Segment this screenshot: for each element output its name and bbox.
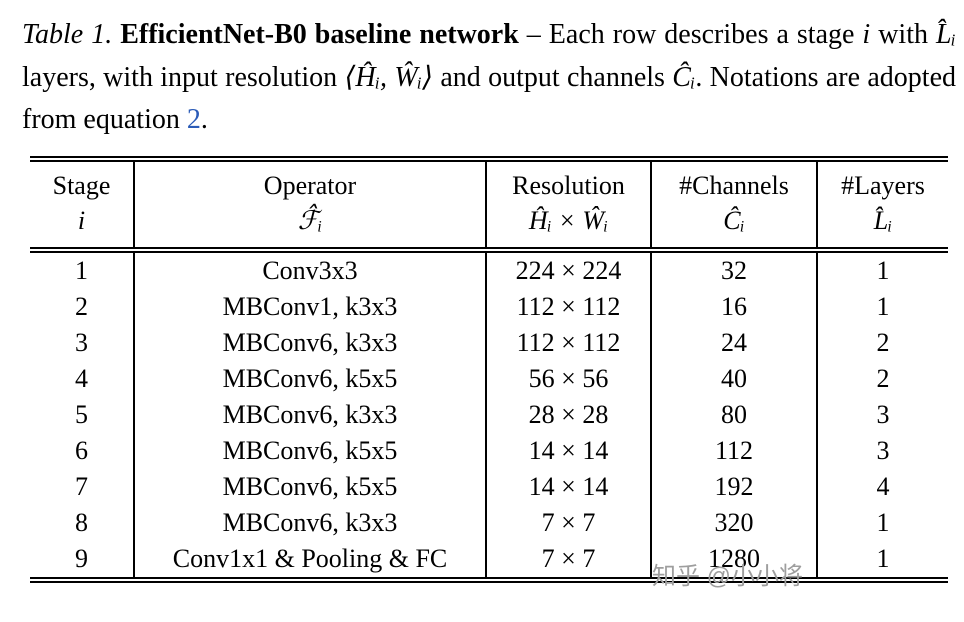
cell-resolution: 224 × 224	[485, 250, 651, 290]
cell-channels: 40	[650, 361, 817, 398]
header-symbol-stage: i	[77, 206, 86, 236]
col-header-resolution: Resolution Ĥᵢ × Ŵᵢ	[485, 158, 651, 254]
cell-stage: 8	[75, 508, 88, 538]
cell-operator: MBConv6, k3x3	[133, 397, 486, 434]
col-header-channels: #Channels Ĉᵢ	[650, 158, 817, 254]
cell-resolution: 14 × 14	[485, 469, 651, 506]
table-body: 1 Conv3x3 224 × 224 32 1 2 MBConv1, k3x3…	[30, 250, 948, 581]
table-caption: Table 1. EfficientNet-B0 baseline networ…	[0, 0, 964, 154]
cell-layers: 3	[816, 397, 948, 434]
header-label-resolution: Resolution	[512, 170, 625, 200]
table-row: 6 MBConv6, k5x5 14 × 14 112 3	[30, 433, 948, 470]
cell-operator: Conv3x3	[133, 250, 486, 290]
col-header-stage: Stage i	[30, 158, 134, 254]
caption-text: with	[870, 19, 936, 50]
table-row: 8 MBConv6, k3x3 7 × 7 320 1	[30, 505, 948, 542]
header-symbol-operator: ℱ̂ᵢ	[297, 206, 323, 236]
header-label-channels: #Channels	[679, 170, 789, 200]
caption-var-resolution: ⟨Ĥᵢ, Ŵᵢ⟩	[344, 61, 434, 93]
caption-table-number: Table 1.	[22, 19, 121, 50]
cell-stage: 9	[75, 544, 88, 574]
caption-text: and output channels	[433, 61, 673, 93]
table-row: 2 MBConv1, k3x3 112 × 112 16 1	[30, 289, 948, 326]
col-header-layers: #Layers L̂ᵢ	[816, 158, 948, 254]
header-label-operator: Operator	[263, 170, 357, 200]
cell-layers: 1	[816, 541, 948, 581]
cell-channels: 16	[650, 289, 817, 326]
caption-text: – Each row describes a stage	[518, 19, 863, 50]
caption-var-channels: Ĉᵢ	[672, 61, 696, 93]
cell-resolution: 7 × 7	[485, 541, 651, 581]
cell-operator: MBConv6, k3x3	[133, 505, 486, 542]
cell-operator: Conv1x1 & Pooling & FC	[133, 541, 486, 581]
cell-channels: 320	[650, 505, 817, 542]
cell-operator: MBConv1, k3x3	[133, 289, 486, 326]
cell-layers: 2	[816, 325, 948, 362]
cell-resolution: 112 × 112	[485, 325, 651, 362]
cell-layers: 4	[816, 469, 948, 506]
cell-channels: 24	[650, 325, 817, 362]
cell-layers: 1	[816, 289, 948, 326]
cell-stage: 7	[75, 472, 88, 502]
caption-text: .	[200, 104, 208, 136]
cell-channels: 1280	[650, 541, 817, 581]
cell-layers: 3	[816, 433, 948, 470]
col-header-operator: Operator ℱ̂ᵢ	[133, 158, 486, 254]
header-row: Stage i Operator ℱ̂ᵢ Resolution Ĥᵢ × Ŵᵢ …	[30, 158, 948, 254]
cell-resolution: 14 × 14	[485, 433, 651, 470]
table-row: 3 MBConv6, k3x3 112 × 112 24 2	[30, 325, 948, 362]
cell-stage: 5	[75, 400, 88, 430]
cell-stage: 1	[75, 256, 88, 286]
table-header: Stage i Operator ℱ̂ᵢ Resolution Ĥᵢ × Ŵᵢ …	[30, 158, 948, 254]
cell-layers: 2	[816, 361, 948, 398]
cell-layers: 1	[816, 250, 948, 290]
caption-text: . Notations are adopted from equation	[22, 61, 957, 136]
cell-resolution: 28 × 28	[485, 397, 651, 434]
cell-channels: 192	[650, 469, 817, 506]
table-row: 5 MBConv6, k3x3 28 × 28 80 3	[30, 397, 948, 434]
caption-var-layers: L̂ᵢ	[935, 19, 956, 50]
header-symbol-layers: L̂ᵢ	[873, 206, 893, 236]
efficientnet-architecture-table: Stage i Operator ℱ̂ᵢ Resolution Ĥᵢ × Ŵᵢ …	[30, 155, 948, 584]
table-row: 7 MBConv6, k5x5 14 × 14 192 4	[30, 469, 948, 506]
cell-operator: MBConv6, k5x5	[133, 361, 486, 398]
header-label-layers: #Layers	[841, 170, 925, 200]
table-container: Stage i Operator ℱ̂ᵢ Resolution Ĥᵢ × Ŵᵢ …	[30, 155, 948, 584]
header-symbol-channels: Ĉᵢ	[723, 206, 745, 236]
cell-stage: 4	[75, 364, 88, 394]
cell-resolution: 7 × 7	[485, 505, 651, 542]
cell-stage: 2	[75, 292, 88, 322]
cell-resolution: 112 × 112	[485, 289, 651, 326]
table-row: 9 Conv1x1 & Pooling & FC 7 × 7 1280 1	[30, 541, 948, 581]
caption-var-i: i	[862, 19, 871, 50]
cell-channels: 112	[650, 433, 817, 470]
table-row: 4 MBConv6, k5x5 56 × 56 40 2	[30, 361, 948, 398]
cell-operator: MBConv6, k3x3	[133, 325, 486, 362]
caption-text: layers, with input resolution	[22, 61, 345, 93]
cell-operator: MBConv6, k5x5	[133, 469, 486, 506]
equation-2-link[interactable]: 2	[186, 104, 201, 136]
cell-resolution: 56 × 56	[485, 361, 651, 398]
caption-title: EfficientNet-B0 baseline network	[120, 19, 519, 50]
cell-stage: 3	[75, 328, 88, 358]
cell-layers: 1	[816, 505, 948, 542]
cell-stage: 6	[75, 436, 88, 466]
header-label-stage: Stage	[52, 170, 111, 200]
cell-operator: MBConv6, k5x5	[133, 433, 486, 470]
table-row: 1 Conv3x3 224 × 224 32 1	[30, 250, 948, 290]
header-symbol-resolution: Ĥᵢ × Ŵᵢ	[528, 206, 609, 236]
cell-channels: 80	[650, 397, 817, 434]
cell-channels: 32	[650, 250, 817, 290]
